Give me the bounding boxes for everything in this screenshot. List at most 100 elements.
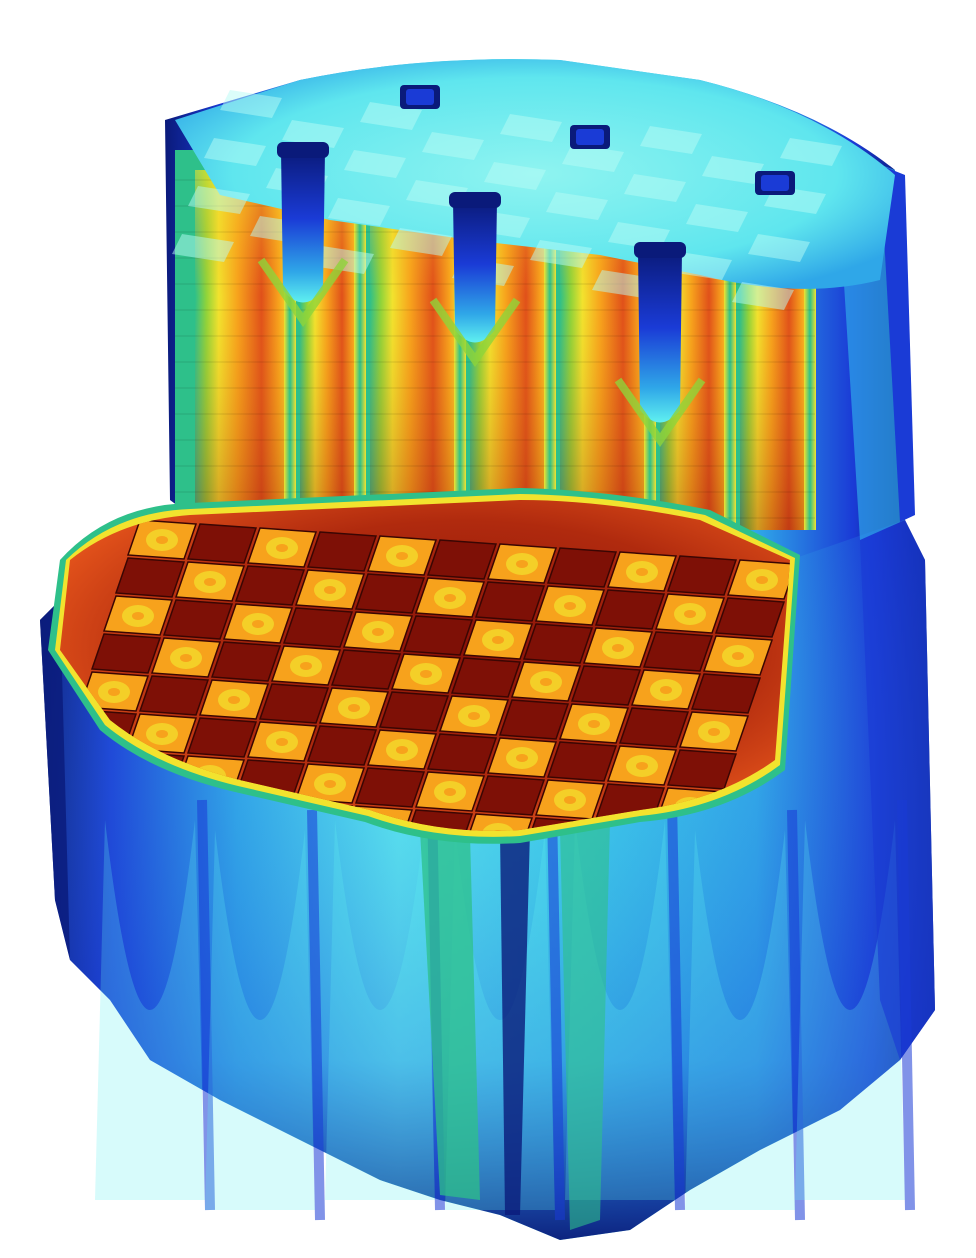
fuel-assembly: [570, 665, 642, 706]
control-rod-channels: [257, 142, 706, 447]
assembly-hotspot: [482, 823, 514, 831]
flux-lobe: [95, 820, 205, 1200]
fuel-assembly: [474, 775, 546, 816]
cap-assembly: [172, 234, 234, 262]
assembly-center: [684, 610, 696, 618]
flux-lobe: [685, 830, 795, 1210]
assembly-center: [396, 746, 408, 754]
fuel-assembly: [138, 675, 210, 716]
assembly-center: [396, 552, 408, 560]
cap-assembly: [732, 282, 794, 310]
fuel-assembly: [546, 547, 618, 588]
cap-assembly: [328, 198, 390, 226]
assembly-center: [492, 636, 504, 644]
fuel-assembly: [234, 565, 306, 606]
cap-assembly: [546, 192, 608, 220]
cap-assembly: [220, 90, 282, 118]
cap-assembly: [204, 138, 266, 166]
assembly-center: [444, 594, 456, 602]
cap-assembly: [344, 150, 406, 178]
flux-lobes: [95, 799, 915, 1230]
assembly-seam: [547, 809, 565, 1221]
assembly-center: [132, 612, 144, 620]
cap-assembly: [562, 144, 624, 172]
fuel-assembly: [402, 615, 474, 656]
fuel-assembly: [474, 581, 546, 622]
assembly-center: [732, 652, 744, 660]
fuel-assembly: [642, 631, 714, 672]
fuel-assembly: [690, 673, 762, 714]
fuel-assembly: [426, 733, 498, 774]
cap-assembly: [530, 240, 592, 268]
assembly-center: [276, 544, 288, 552]
fuel-assembly: [666, 749, 738, 790]
fuel-assembly: [354, 767, 426, 808]
assembly-center: [540, 678, 552, 686]
cap-assembly: [624, 174, 686, 202]
assembly-center: [228, 696, 240, 704]
fuel-assembly: [114, 557, 186, 598]
flux-lobe: [325, 820, 435, 1200]
assembly-seam: [197, 799, 215, 1211]
cap-assembly: [702, 156, 764, 184]
assembly-center: [300, 662, 312, 670]
cap-assembly: [422, 132, 484, 160]
assembly-center: [444, 788, 456, 796]
flux-lobe: [795, 820, 905, 1200]
assembly-seam: [787, 809, 805, 1221]
fuel-assembly: [426, 539, 498, 580]
fuel-assembly: [210, 641, 282, 682]
rod-hole-inner: [406, 89, 434, 105]
assembly-center: [276, 738, 288, 746]
fuel-assembly: [498, 699, 570, 740]
cap-assembly: [780, 138, 842, 166]
fuel-assembly: [186, 717, 258, 758]
assembly-center: [660, 686, 672, 694]
hot-slab: [48, 488, 800, 844]
fuel-assembly: [330, 649, 402, 690]
lower-shell: [40, 520, 935, 1240]
fuel-assembly: [594, 589, 666, 630]
assembly-center: [324, 780, 336, 788]
fuel-assembly: [306, 531, 378, 572]
assembly-center: [324, 586, 336, 594]
assembly-center: [636, 762, 648, 770]
assembly-center: [756, 576, 768, 584]
fuel-assembly: [378, 691, 450, 732]
cap-assembly: [390, 228, 452, 256]
assembly-center: [708, 728, 720, 736]
flux-wedge: [560, 820, 610, 1230]
assembly-center: [516, 754, 528, 762]
control-rod: [453, 200, 497, 343]
rod-tip-flux: [257, 257, 349, 327]
assembly-center: [468, 712, 480, 720]
cap-assembly: [188, 186, 250, 214]
rod-tip-flux: [429, 297, 521, 367]
assembly-center: [372, 628, 384, 636]
fuel-assembly: [354, 573, 426, 614]
flux-wedge: [420, 830, 480, 1200]
fuel-assembly: [714, 597, 786, 638]
assembly-center: [564, 796, 576, 804]
cap-assembly: [748, 234, 810, 262]
cap-assembly: [282, 120, 344, 148]
fuel-assembly: [666, 555, 738, 596]
fuel-assembly: [450, 657, 522, 698]
cap-assembly: [670, 252, 732, 280]
assembly-center: [180, 654, 192, 662]
fuel-assembly: [258, 683, 330, 724]
cap-assembly: [484, 162, 546, 190]
rod-tip-flux: [614, 377, 706, 447]
rod-top: [277, 142, 329, 158]
cap-assembly: [640, 126, 702, 154]
fuel-assembly: [306, 725, 378, 766]
control-rod: [281, 150, 325, 303]
assembly-center: [588, 720, 600, 728]
fuel-assembly: [162, 599, 234, 640]
rod-hole-inner: [576, 129, 604, 145]
flux-gap: [500, 830, 530, 1215]
fuel-assembly: [186, 523, 258, 564]
assembly-center: [612, 644, 624, 652]
